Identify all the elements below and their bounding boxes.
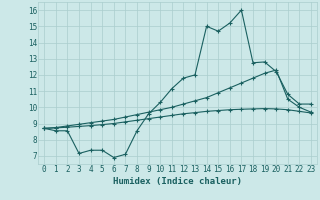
X-axis label: Humidex (Indice chaleur): Humidex (Indice chaleur) (113, 177, 242, 186)
